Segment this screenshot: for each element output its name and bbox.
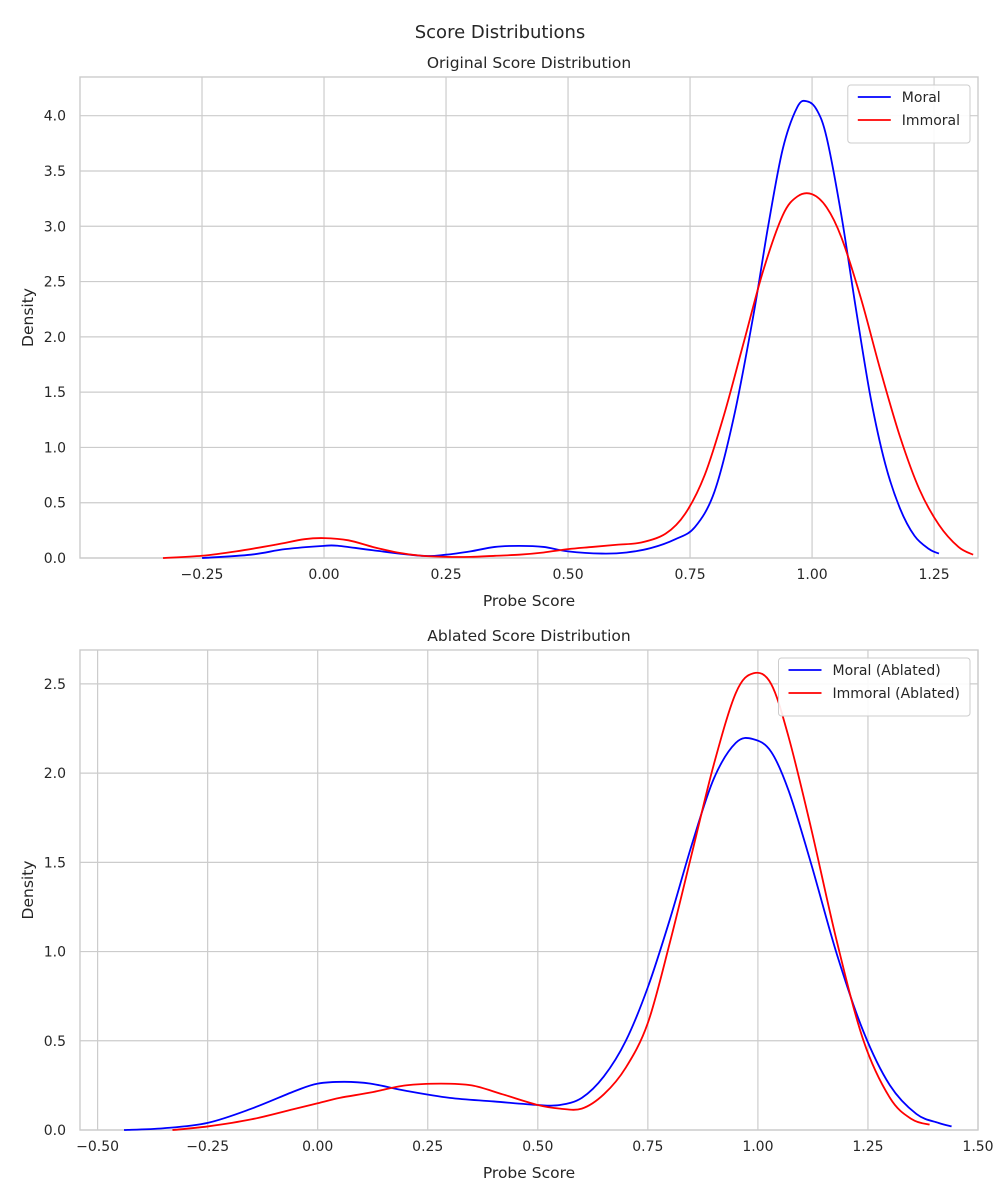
x-tick-label: 1.50 [962,1139,993,1155]
plot-frame [79,76,979,559]
y-tick-label: 0.5 [44,496,66,512]
y-tick-label: 2.0 [44,766,66,782]
x-tick-label: 0.75 [674,567,705,583]
y-tick-label: 1.0 [44,440,66,456]
x-tick-label: 0.50 [552,567,583,583]
x-tick-label: 1.25 [852,1139,883,1155]
x-axis-label: Probe Score [483,1164,575,1182]
legend-label: Immoral [902,113,960,129]
y-tick-label: 0.0 [44,1123,66,1139]
x-axis-label: Probe Score [483,592,575,610]
series-line-immoral [162,192,974,559]
y-axis-label: Density [19,288,37,347]
chart-title: Original Score Distribution [427,54,631,72]
y-tick-label: 4.0 [44,109,66,125]
y-tick-label: 3.5 [44,164,66,180]
x-tick-label: 0.50 [522,1139,553,1155]
chart-panel-2: −0.50 −0.25 0.00 0.25 0.50 0.75 1.00 1.25 1.50 0.… [19,627,994,1182]
x-tick-label: −0.25 [181,567,224,583]
legend: Moral (Ablated) Immoral (Ablated) [778,657,971,717]
legend-box [847,84,971,144]
x-tick-label: 1.00 [742,1139,773,1155]
x-tick-label: 0.00 [302,1139,333,1155]
legend: Moral Immoral [847,84,971,144]
figure-suptitle: Score Distributions [415,22,586,43]
legend-label: Moral (Ablated) [833,663,941,679]
y-tick-label: 2.0 [44,330,66,346]
x-tick-label: 1.00 [796,567,827,583]
x-tick-label: 0.25 [430,567,461,583]
y-tick-label: 2.5 [44,275,66,291]
y-tick-label: 1.5 [44,855,66,871]
x-tick-label: 0.00 [308,567,339,583]
series-line-moral [201,99,940,559]
y-tick-label: 1.0 [44,945,66,961]
series-line-moral-ablated [123,737,952,1131]
x-tick-label: 1.25 [918,567,949,583]
y-tick-label: 0.0 [44,551,66,567]
y-tick-label: 1.5 [44,385,66,401]
legend-label: Immoral (Ablated) [833,686,961,702]
y-tick-label: 0.5 [44,1034,66,1050]
plot-frame [79,649,979,1131]
x-tick-label: 0.75 [632,1139,663,1155]
x-tick-label: −0.50 [76,1139,119,1155]
y-tick-label: 3.0 [44,219,66,235]
y-tick-label: 2.5 [44,677,66,693]
x-tick-label: −0.25 [186,1139,229,1155]
legend-box [778,657,971,717]
legend-label: Moral [902,90,941,106]
chart-panel-1: −0.25 0.00 0.25 0.50 0.75 1.00 1.25 0.0 0.5 1.0 1.… [19,54,979,610]
x-tick-label: 0.25 [412,1139,443,1155]
y-axis-label: Density [19,861,37,920]
series-line-immoral-ablated [172,671,930,1131]
chart-title: Ablated Score Distribution [427,627,630,645]
